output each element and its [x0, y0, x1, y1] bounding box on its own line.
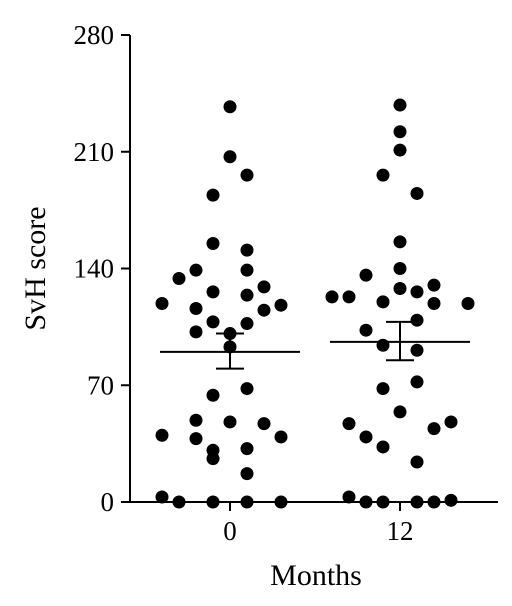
data-point	[155, 490, 169, 504]
data-point	[376, 495, 390, 509]
data-point	[257, 417, 271, 431]
data-point	[342, 417, 356, 431]
data-point	[257, 303, 271, 317]
data-point	[240, 288, 254, 302]
data-point	[189, 413, 203, 427]
data-point	[206, 236, 220, 250]
data-point	[410, 186, 424, 200]
data-point	[240, 317, 254, 331]
data-point	[240, 382, 254, 396]
data-point	[393, 125, 407, 139]
x-tick-label: 12	[387, 516, 414, 546]
data-point	[393, 405, 407, 419]
data-point	[359, 268, 373, 282]
data-point	[410, 313, 424, 327]
data-point	[240, 442, 254, 456]
data-point	[427, 495, 441, 509]
data-point	[427, 422, 441, 436]
data-point	[223, 150, 237, 164]
data-point	[274, 495, 288, 509]
data-point	[240, 495, 254, 509]
data-point	[240, 243, 254, 257]
data-point	[257, 280, 271, 294]
data-point	[427, 278, 441, 292]
data-point	[376, 440, 390, 454]
data-point	[376, 168, 390, 182]
mean-sem-markers	[160, 320, 470, 370]
y-axis: 0 70 140 210 280	[74, 20, 131, 517]
data-point	[240, 168, 254, 182]
data-point	[206, 315, 220, 329]
y-axis-title: SvH score	[19, 206, 52, 330]
data-point	[393, 282, 407, 296]
data-point	[206, 285, 220, 299]
data-point	[240, 467, 254, 481]
data-point	[461, 297, 475, 311]
data-point	[410, 375, 424, 389]
data-point	[206, 495, 220, 509]
data-point	[376, 382, 390, 396]
data-point	[410, 343, 424, 357]
data-point	[427, 297, 441, 311]
data-point	[359, 430, 373, 444]
data-point	[410, 285, 424, 299]
data-point	[393, 262, 407, 275]
y-tick-label: 70	[87, 370, 114, 400]
y-tick-label: 280	[74, 20, 115, 50]
data-point	[189, 432, 203, 446]
data-point	[410, 455, 424, 469]
data-point	[325, 290, 339, 304]
data-point	[206, 388, 220, 402]
data-point	[359, 323, 373, 337]
data-point	[410, 495, 424, 509]
data-point	[155, 297, 169, 311]
data-point	[393, 143, 407, 157]
data-point	[172, 272, 186, 286]
data-point	[189, 302, 203, 316]
data-point	[240, 263, 254, 277]
data-point	[376, 338, 390, 352]
data-point	[223, 100, 237, 114]
data-point	[206, 452, 220, 466]
data-point	[444, 493, 458, 507]
x-axis-title: Months	[270, 559, 362, 592]
x-axis: 0 12	[130, 501, 498, 546]
data-point	[274, 298, 288, 312]
data-point	[444, 415, 458, 429]
y-tick-label: 0	[101, 487, 115, 517]
data-point	[172, 495, 186, 509]
data-point	[342, 490, 356, 504]
data-point	[393, 98, 407, 112]
data-marks	[155, 98, 475, 509]
data-point	[274, 430, 288, 444]
data-point	[342, 290, 356, 304]
x-tick-label: 0	[223, 516, 237, 546]
data-point	[393, 235, 407, 249]
data-point	[206, 188, 220, 202]
y-tick-label: 210	[74, 137, 115, 167]
data-point	[223, 415, 237, 429]
data-point	[155, 428, 169, 442]
data-point	[376, 295, 390, 309]
data-point	[189, 325, 203, 339]
y-tick-label: 140	[74, 254, 115, 284]
data-point	[359, 495, 373, 509]
data-point	[189, 263, 203, 277]
